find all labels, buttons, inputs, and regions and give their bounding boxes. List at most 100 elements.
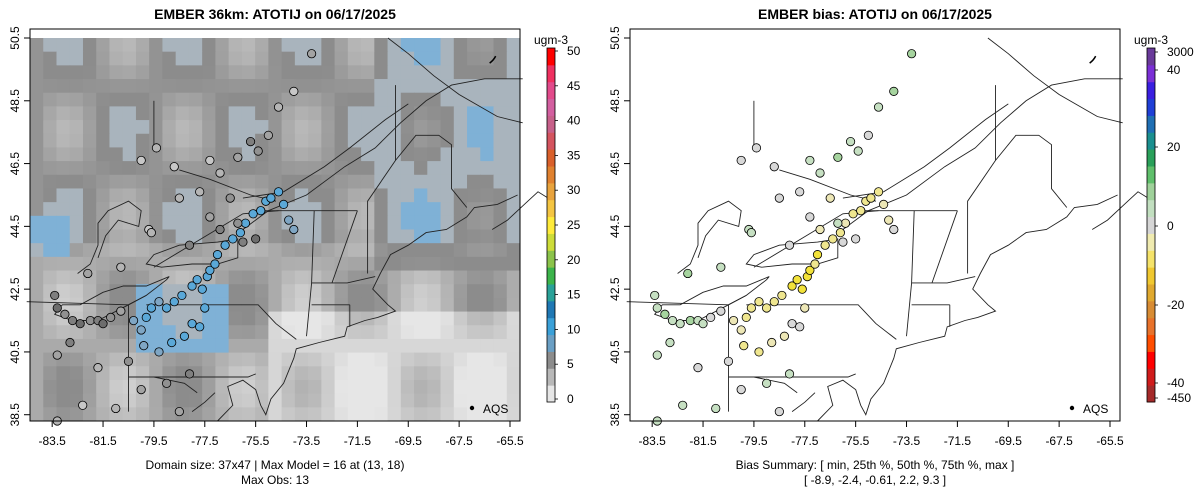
aqs-site-marker bbox=[256, 206, 266, 216]
model-grid-cell bbox=[427, 38, 442, 53]
model-grid-cell bbox=[493, 120, 508, 135]
state-boundary bbox=[753, 210, 879, 268]
aqs-site-marker bbox=[106, 312, 116, 323]
model-grid-cell bbox=[135, 270, 150, 285]
model-grid-cell bbox=[387, 215, 402, 230]
model-grid-cell bbox=[506, 161, 521, 176]
aqs-site-marker bbox=[251, 234, 261, 244]
bias-panel: EMBER bias: ATOTIJ on 06/17/2025 -83.5 -8… bbox=[600, 0, 1200, 502]
bias-colorbar-tick-label: -20 bbox=[1167, 298, 1185, 312]
aqs-site-marker bbox=[136, 325, 146, 335]
model-grid-cell bbox=[241, 256, 256, 272]
model-grid-cell bbox=[30, 65, 44, 80]
model-grid-cell bbox=[56, 215, 71, 230]
model-grid-cell bbox=[480, 79, 495, 94]
state-boundary bbox=[626, 295, 747, 306]
model-grid-cell bbox=[347, 297, 362, 313]
aqs-site-marker bbox=[93, 363, 103, 373]
model-grid-cell bbox=[361, 174, 375, 189]
model-grid-cell bbox=[82, 284, 97, 299]
bias-site-marker bbox=[741, 312, 751, 323]
model-grid-cell bbox=[241, 92, 256, 107]
aqs-site-marker bbox=[245, 136, 256, 147]
model-grid-cell bbox=[202, 161, 216, 176]
aqs-site-marker bbox=[195, 187, 205, 197]
model-grid-cell bbox=[480, 379, 495, 395]
model-grid-cell bbox=[347, 407, 362, 422]
model-grid-cell bbox=[30, 174, 44, 189]
model-grid-cell bbox=[321, 311, 336, 326]
x-tick-label: -73.5 bbox=[293, 434, 321, 448]
model-grid-cell bbox=[387, 393, 402, 408]
model-grid-cell bbox=[215, 325, 230, 340]
aqs-site-marker bbox=[128, 315, 139, 326]
model-grid-cell bbox=[162, 51, 177, 66]
model-grid-cell bbox=[175, 106, 190, 121]
model-grid-cell bbox=[30, 338, 44, 354]
model-grid-cell bbox=[453, 407, 468, 422]
bias-site-marker bbox=[797, 284, 807, 294]
model-grid-cell bbox=[96, 393, 110, 408]
model-grid-cell bbox=[427, 366, 442, 381]
model-grid-cell bbox=[427, 256, 442, 272]
model-grid-cell bbox=[175, 202, 190, 217]
model-grid-cell bbox=[506, 338, 521, 354]
model-grid-cell bbox=[43, 106, 57, 121]
bias-site-marker bbox=[769, 162, 779, 172]
model-grid-cell bbox=[122, 393, 137, 408]
bias-site-marker bbox=[784, 369, 795, 379]
model-grid-cell bbox=[69, 229, 84, 244]
aqs-site-marker bbox=[273, 102, 284, 112]
model-grid-cell bbox=[255, 65, 269, 80]
y-tick-label: 50.5 bbox=[8, 26, 22, 50]
model-grid-cell bbox=[215, 379, 230, 395]
y-tick-label: 50.5 bbox=[608, 26, 622, 50]
model-grid-cell bbox=[135, 297, 150, 313]
model-grid-cell bbox=[493, 407, 508, 422]
model-grid-cell bbox=[30, 202, 44, 217]
model-grid-cell bbox=[321, 338, 336, 354]
model-grid-cell bbox=[255, 325, 269, 340]
model-grid-cell bbox=[506, 65, 521, 80]
model-grid-cell bbox=[321, 215, 336, 230]
model-grid-cell bbox=[294, 202, 309, 217]
model-grid-cell bbox=[109, 51, 124, 66]
model-grid-cell bbox=[453, 311, 468, 326]
model-grid-cell bbox=[69, 366, 84, 381]
model-grid-cell bbox=[400, 243, 415, 258]
aqs-site-marker bbox=[162, 378, 172, 388]
model-grid-cell bbox=[427, 133, 442, 148]
model-grid-cell bbox=[109, 325, 124, 340]
model-grid-cell bbox=[188, 161, 203, 176]
bias-site-marker bbox=[665, 337, 675, 348]
model-grid-cell bbox=[294, 120, 309, 135]
model-grid-cell bbox=[374, 379, 389, 395]
model-grid-cell bbox=[135, 188, 150, 203]
aqs-site-marker bbox=[284, 215, 294, 225]
model-grid-cell bbox=[361, 65, 375, 80]
model-grid-cell bbox=[347, 311, 362, 326]
left-map-svg: -83.5 -81.5 -79.5 -77.5 -75.5 -73.5 -71.5 -69.5… bbox=[8, 26, 581, 448]
model-grid-cell bbox=[241, 65, 256, 80]
model-grid-cell bbox=[30, 106, 44, 121]
bias-site-marker bbox=[863, 130, 873, 140]
right-caption-line1: Bias Summary: [ min, 25th %, 50th %, 75t… bbox=[735, 458, 1015, 472]
model-grid-cell bbox=[321, 38, 336, 53]
model-grid-cell bbox=[96, 229, 110, 244]
model-grid-cell bbox=[506, 407, 521, 422]
model-grid-cell bbox=[30, 120, 44, 135]
model-grid-cell bbox=[175, 79, 190, 94]
model-grid-cell bbox=[215, 188, 230, 203]
model-grid-cell bbox=[30, 243, 44, 258]
model-grid-cell bbox=[440, 393, 455, 408]
y-tick-label: 40.5 bbox=[608, 340, 622, 364]
model-grid-cell bbox=[506, 366, 521, 381]
model-grid-cell bbox=[427, 229, 442, 244]
bias-site-marker bbox=[805, 265, 815, 275]
model-grid-cell bbox=[109, 352, 124, 367]
model-grid-cell bbox=[241, 243, 256, 258]
model-colorbar-tick-label: 10 bbox=[567, 322, 581, 336]
model-grid-cell bbox=[82, 325, 97, 340]
state-boundary bbox=[128, 373, 256, 378]
model-grid-cell bbox=[96, 256, 110, 272]
